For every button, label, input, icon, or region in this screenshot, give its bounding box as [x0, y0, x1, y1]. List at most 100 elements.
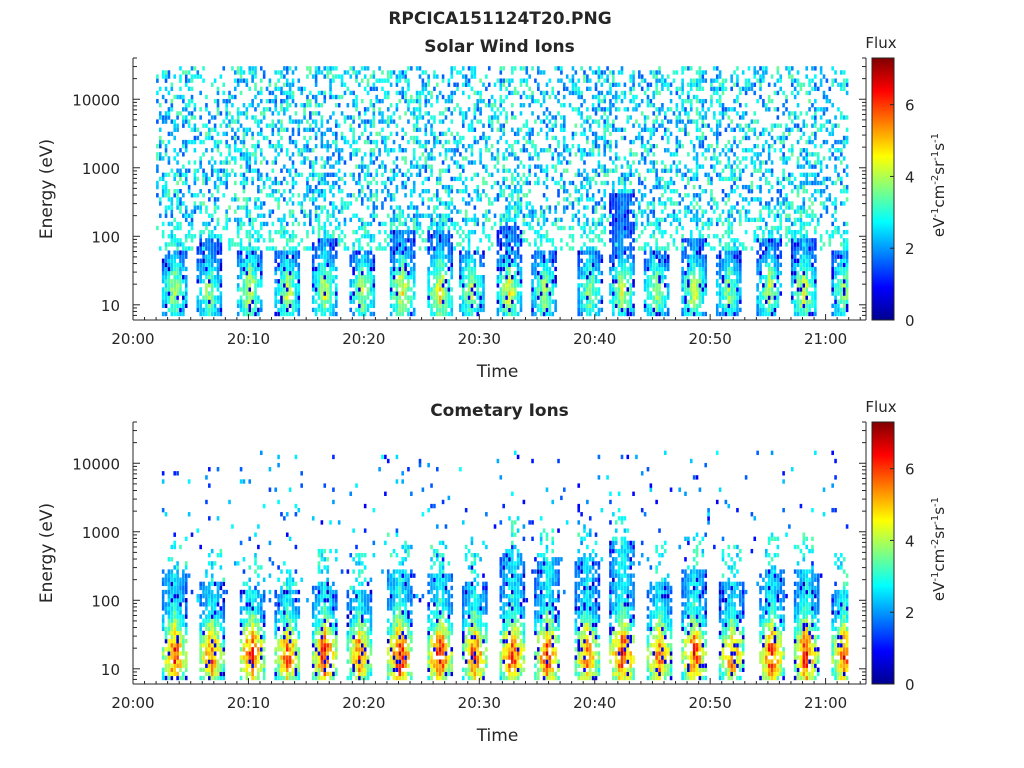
heatmap-cell	[386, 213, 390, 218]
heatmap-cell	[505, 115, 508, 120]
heatmap-cell	[430, 123, 433, 128]
heatmap-cell	[248, 238, 252, 243]
heatmap-cell	[167, 172, 171, 178]
heatmap-cell	[537, 303, 540, 309]
heatmap-cell	[528, 131, 531, 137]
heatmap-cell	[274, 258, 278, 263]
heatmap-cell	[205, 94, 208, 100]
heatmap-cell	[603, 172, 606, 178]
heatmap-cell	[502, 193, 505, 198]
heatmap-cell	[259, 262, 263, 268]
heatmap-cell	[502, 123, 505, 128]
heatmap-cell	[652, 270, 656, 276]
heatmap-cell	[329, 213, 332, 218]
heatmap-cell	[562, 209, 566, 214]
heatmap-cell	[467, 254, 471, 259]
heatmap-cell	[562, 156, 566, 161]
heatmap-cell	[407, 311, 410, 317]
heatmap-cell	[407, 234, 410, 239]
heatmap-cell	[557, 111, 560, 116]
heatmap-cell	[447, 311, 451, 317]
heatmap-cell	[490, 94, 494, 100]
heatmap-cell	[225, 221, 228, 227]
heatmap-cell	[640, 135, 644, 141]
heatmap-cell	[205, 135, 208, 141]
heatmap-cell	[213, 250, 217, 255]
heatmap-cell	[190, 115, 194, 120]
heatmap-cell	[661, 176, 664, 182]
heatmap-cell	[508, 283, 511, 288]
heatmap-cell	[511, 229, 514, 235]
heatmap-cell	[617, 234, 621, 239]
heatmap-cell	[424, 160, 428, 165]
heatmap-cell	[259, 283, 263, 288]
heatmap-cell	[176, 221, 179, 227]
heatmap-cell	[511, 66, 514, 71]
heatmap-cell	[285, 107, 289, 112]
heatmap-cell	[404, 250, 407, 255]
heatmap-cell	[306, 184, 309, 190]
heatmap-cell	[352, 258, 355, 263]
heatmap-cell	[663, 295, 667, 300]
heatmap-cell	[502, 234, 505, 239]
heatmap-cell	[190, 94, 194, 100]
heatmap-cell	[522, 180, 526, 186]
heatmap-cell	[283, 262, 286, 268]
heatmap-cell	[271, 160, 275, 165]
heatmap-cell	[617, 82, 621, 87]
heatmap-cell	[609, 168, 612, 173]
heatmap-cell	[404, 94, 407, 100]
heatmap-cell	[236, 262, 240, 268]
heatmap-cell	[239, 299, 243, 304]
heatmap-cell	[464, 295, 468, 300]
heatmap-cell	[320, 254, 324, 259]
heatmap-cell	[366, 262, 370, 268]
heatmap-cell	[271, 221, 275, 227]
heatmap-cell	[476, 184, 480, 190]
heatmap-cell	[208, 221, 211, 227]
heatmap-cell	[447, 82, 451, 87]
heatmap-cell	[323, 234, 327, 239]
heatmap-cell	[626, 246, 630, 251]
heatmap-cell	[317, 307, 321, 313]
heatmap-cell	[669, 98, 673, 104]
heatmap-cell	[280, 258, 283, 263]
heatmap-cell	[574, 213, 578, 218]
heatmap-cell	[476, 107, 480, 112]
heatmap-cell	[173, 274, 176, 280]
heatmap-cell	[363, 262, 367, 268]
heatmap-cell	[436, 258, 439, 263]
heatmap-cell	[441, 283, 445, 288]
heatmap-cell	[257, 172, 260, 178]
heatmap-cell	[548, 295, 552, 300]
heatmap-cell	[516, 262, 520, 268]
heatmap-cell	[288, 283, 292, 288]
heatmap-cell	[433, 295, 436, 300]
heatmap-cell	[557, 78, 560, 83]
heatmap-cell	[314, 94, 318, 100]
heatmap-cell	[251, 176, 254, 182]
heatmap-cell	[326, 160, 329, 165]
heatmap-cell	[539, 70, 543, 75]
heatmap-cell	[352, 131, 355, 137]
heatmap-cell	[441, 111, 445, 116]
heatmap-cell	[591, 70, 595, 75]
heatmap-cell	[196, 246, 200, 251]
heatmap-cell	[560, 160, 563, 165]
heatmap-cell	[545, 115, 549, 120]
heatmap-cell	[525, 148, 529, 153]
heatmap-cell	[410, 299, 413, 304]
heatmap-cell	[591, 209, 595, 214]
heatmap-cell	[496, 234, 500, 239]
heatmap-cell	[609, 270, 612, 276]
heatmap-cell	[560, 217, 563, 223]
heatmap-cell	[658, 78, 661, 83]
heatmap-cell	[675, 70, 679, 75]
heatmap-cell	[363, 303, 367, 309]
heatmap-cell	[179, 189, 182, 194]
heatmap-cell	[254, 283, 257, 288]
heatmap-cell	[389, 283, 393, 288]
heatmap-cell	[591, 262, 595, 268]
heatmap-cell	[594, 82, 598, 87]
heatmap-cell	[513, 229, 517, 235]
